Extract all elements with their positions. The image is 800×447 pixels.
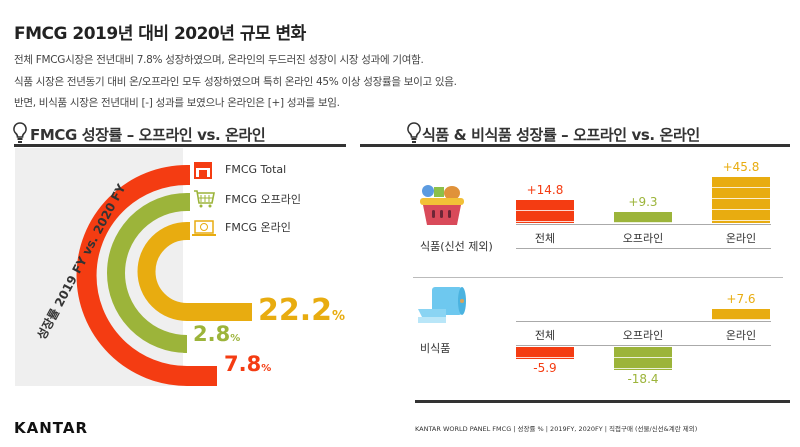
baseline [516, 321, 771, 322]
legend-label: FMCG Total [225, 163, 287, 176]
category-label: 온라인 [725, 329, 757, 342]
value-label-total: 7.8% [224, 352, 271, 376]
store-icon [194, 162, 212, 179]
category-label: 전체 [534, 329, 556, 342]
category-label: 온라인 [725, 232, 757, 245]
value-label: +14.8 [526, 183, 564, 197]
description-line: 반면, 비식품 시장은 전년대비 [-] 성과를 보였으나 온라인은 [+] 성… [14, 97, 340, 109]
description-line: 전체 FMCG시장은 전년대비 7.8% 성장하였으며, 온라인의 두드러진 성… [14, 54, 424, 66]
axis-line [516, 248, 771, 249]
bar-food [712, 177, 770, 223]
description-line: 식품 시장은 전년동기 대비 온/오프라인 모두 성장하였으며 특히 온라인 4… [14, 76, 457, 88]
value: 22.2 [258, 293, 333, 328]
arc-fmcg-online [137, 222, 252, 321]
row-divider [413, 277, 783, 278]
category-label: 오프라인 [622, 232, 664, 245]
category-label: 전체 [534, 232, 556, 245]
value-label: -18.4 [627, 372, 659, 386]
page-title: FMCG 2019년 대비 2020년 규모 변화 [14, 24, 306, 44]
unit: % [230, 333, 241, 344]
bar-nonfood [614, 347, 672, 370]
bar-nonfood [516, 347, 574, 359]
cart-icon [194, 190, 215, 208]
source-note: KANTAR WORLD PANEL FMCG | 성장률 % | 2019FY… [415, 425, 698, 433]
divider [14, 144, 346, 147]
value: 7.8 [224, 352, 262, 376]
row-label-nonfood: 비식품 [420, 342, 451, 355]
paper-towel-icon [418, 287, 466, 323]
value-label: +7.6 [726, 291, 756, 306]
axis-line [516, 345, 771, 346]
row-label-food: 식품(신선 제외) [420, 240, 493, 253]
value-label-offline: 2.8% [193, 322, 240, 346]
legend-label: FMCG 온라인 [225, 221, 291, 234]
baseline [516, 224, 771, 225]
divider [415, 400, 790, 403]
lightbulb-icon [407, 122, 421, 143]
legend-label: FMCG 오프라인 [225, 193, 301, 206]
arc-fmcg-offline [107, 193, 190, 353]
divider [360, 144, 790, 147]
bar-nonfood [712, 308, 770, 320]
value: 2.8 [193, 322, 231, 346]
section-title-food: 식품 & 비식품 성장률 – 오프라인 vs. 온라인 [422, 126, 700, 144]
unit: % [261, 363, 272, 374]
bar-food [614, 211, 672, 223]
section-title-fmcg: FMCG 성장률 – 오프라인 vs. 온라인 [30, 126, 266, 144]
value-label: +45.8 [722, 160, 760, 174]
unit: % [332, 309, 346, 324]
value-label: -5.9 [533, 360, 557, 375]
arc-fmcg-total [76, 165, 217, 386]
value-label: +9.3 [628, 194, 658, 209]
kantar-logo: KANTAR [14, 419, 89, 437]
lightbulb-icon [13, 122, 27, 143]
value-label-online: 22.2% [258, 293, 345, 328]
laptop-icon [192, 220, 216, 236]
category-label: 오프라인 [622, 329, 664, 342]
bar-food [516, 200, 574, 223]
grocery-basket-icon [420, 185, 464, 225]
fmcg-arc-chart [76, 165, 252, 386]
